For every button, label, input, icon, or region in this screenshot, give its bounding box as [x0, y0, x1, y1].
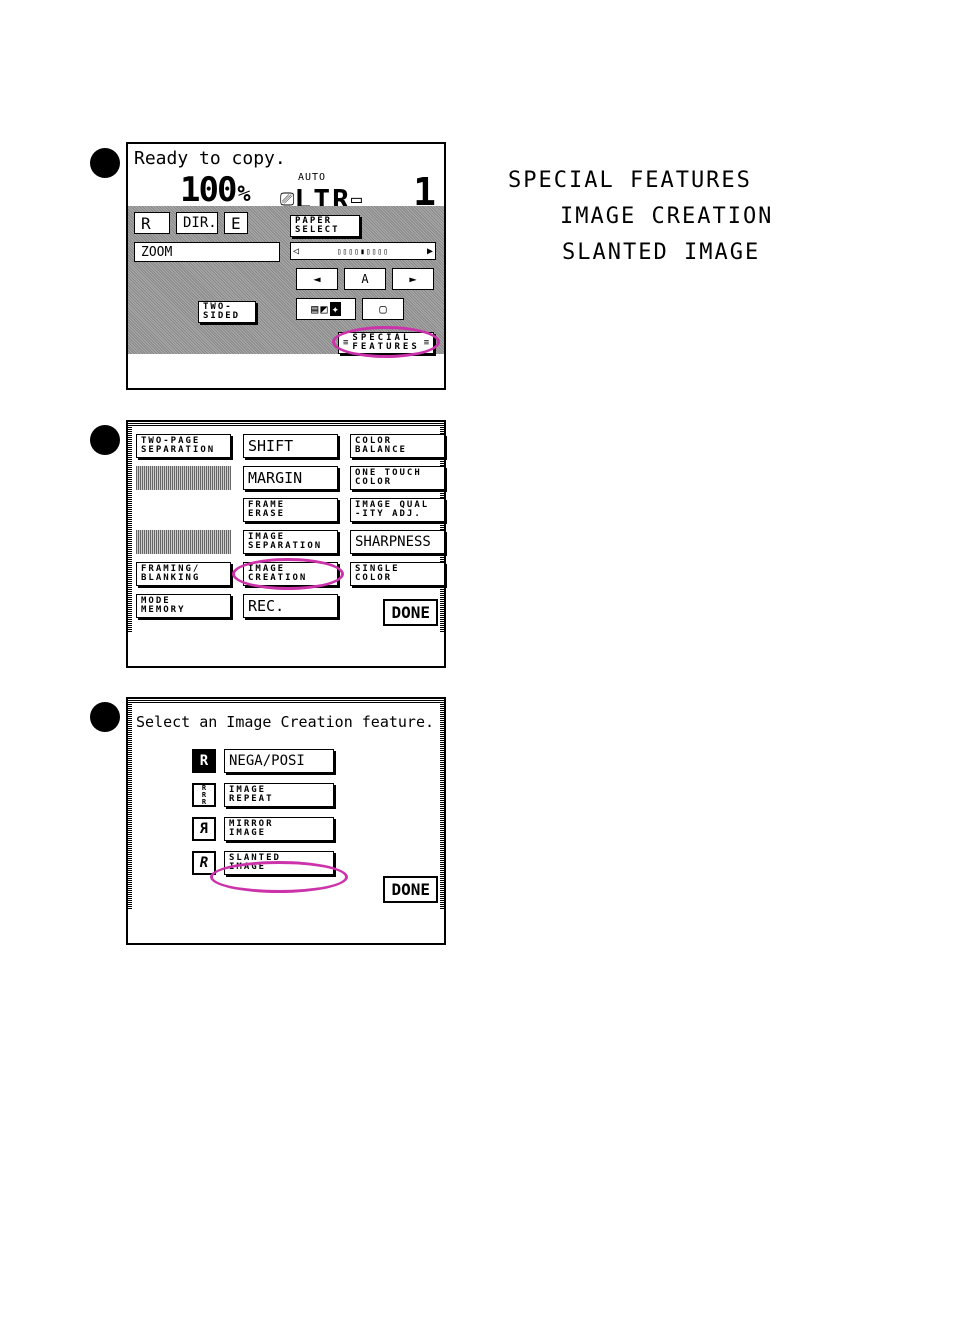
two-sided-l2: SIDED	[203, 312, 240, 321]
nega-posi-button[interactable]: NEGA/POSI	[224, 749, 334, 773]
iq-l2: -ITY ADJ.	[355, 510, 444, 519]
mi-l2: IMAGE	[229, 829, 333, 838]
feature-list: R NEGA/POSI RRR IMAGE REPEAT R MIRROR IM…	[192, 749, 334, 885]
empty-cell-1	[136, 466, 231, 490]
image-quality-adj-button[interactable]: IMAGE QUAL -ITY ADJ.	[350, 498, 445, 522]
empty-cell-2	[136, 530, 231, 554]
nega-posi-icon: R	[192, 749, 216, 773]
mm-l2: MEMORY	[141, 606, 230, 615]
lighter-button[interactable]: ◄	[296, 268, 338, 290]
done-button-panel3[interactable]: DONE	[383, 876, 438, 903]
two-page-separation-button[interactable]: TWO-PAGE SEPARATION	[136, 434, 231, 458]
sf-right-icon: ≡	[424, 338, 429, 348]
panel-ready-to-copy: Ready to copy. 100 % AUTO ⎚ LTR ▭ 1 R DI…	[126, 142, 446, 390]
bullet-1	[90, 148, 120, 178]
sf-l2: FEATURES	[352, 343, 419, 352]
heading-image-creation: IMAGE CREATION	[560, 204, 773, 229]
paper-select-button[interactable]: PAPER SELECT	[290, 215, 360, 237]
heading-special-features: SPECIAL FEATURES	[508, 168, 752, 193]
darker-button[interactable]: ►	[392, 268, 434, 290]
special-features-button[interactable]: ≡ SPECIAL FEATURES ≡	[338, 332, 434, 354]
image-separation-button[interactable]: IMAGE SEPARATION	[243, 530, 338, 554]
image-repeat-icon: RRR	[192, 783, 216, 807]
two-sided-button[interactable]: TWO- SIDED	[198, 301, 256, 323]
blank-mode-button[interactable]: ▢	[362, 298, 404, 320]
ir-l2: REPEAT	[229, 795, 333, 804]
bullet-2	[90, 425, 120, 455]
bullet-3	[90, 702, 120, 732]
slider-left-icon: ◁	[293, 246, 299, 257]
auto-label: AUTO	[298, 172, 362, 183]
image-creation-button[interactable]: IMAGE CREATION	[243, 562, 338, 586]
status-text: Ready to copy.	[134, 148, 286, 169]
image-repeat-button[interactable]: IMAGE REPEAT	[224, 783, 334, 807]
color-balance-button[interactable]: COLOR BALANCE	[350, 434, 445, 458]
rec-button[interactable]: REC.	[243, 594, 338, 618]
zoom-percent-suffix: %	[237, 182, 250, 207]
density-slider[interactable]: ◁ ▯▯▯▯▮▯▯▯▯ ▶	[290, 242, 436, 260]
tps-l2: SEPARATION	[141, 446, 230, 455]
framing-blanking-button[interactable]: FRAMING/ BLANKING	[136, 562, 231, 586]
si-l2: IMAGE	[229, 863, 333, 872]
sf-left-icon: ≡	[343, 338, 348, 348]
slider-right-icon: ▶	[427, 246, 433, 257]
heading-slanted-image: SLANTED IMAGE	[562, 240, 760, 265]
single-color-button[interactable]: SINGLE COLOR	[350, 562, 445, 586]
paper-select-l2: SELECT	[295, 226, 340, 235]
text-icon: ▤	[311, 302, 318, 316]
ic-l2: CREATION	[248, 574, 337, 583]
shift-button[interactable]: SHIFT	[243, 434, 338, 458]
e-button[interactable]: E	[224, 212, 248, 234]
slanted-image-button[interactable]: SLANTED IMAGE	[224, 851, 334, 875]
is-l2: SEPARATION	[248, 542, 337, 551]
mirror-image-icon: R	[192, 817, 216, 841]
auto-density-button[interactable]: A	[344, 268, 386, 290]
slider-track: ▯▯▯▯▮▯▯▯▯	[337, 247, 389, 256]
panel-special-features-menu: TWO-PAGE SEPARATION SHIFT COLOR BALANCE …	[126, 420, 446, 668]
zoom-percent: 100	[180, 170, 235, 210]
fe-l2: ERASE	[248, 510, 337, 519]
sc-l2: COLOR	[355, 574, 444, 583]
cb-l2: BALANCE	[355, 446, 444, 455]
zoom-button[interactable]: ZOOM	[134, 242, 280, 262]
slanted-image-icon: R	[192, 851, 216, 875]
otc-l2: COLOR	[355, 478, 444, 487]
dir-button[interactable]: DIR.	[176, 212, 218, 234]
frame-erase-button[interactable]: FRAME ERASE	[243, 498, 338, 522]
mirror-image-button[interactable]: MIRROR IMAGE	[224, 817, 334, 841]
sharpness-button[interactable]: SHARPNESS	[350, 530, 445, 554]
r-button[interactable]: R	[134, 212, 170, 234]
done-button-panel2[interactable]: DONE	[383, 599, 438, 626]
empty-blank-1	[136, 498, 231, 522]
mode-memory-button[interactable]: MODE MEMORY	[136, 594, 231, 618]
panel3-title: Select an Image Creation feature.	[136, 713, 434, 731]
photo-icon: ◩	[320, 302, 327, 316]
margin-button[interactable]: MARGIN	[243, 466, 338, 490]
blank-icon: ▢	[379, 302, 386, 316]
fb-l2: BLANKING	[141, 574, 230, 583]
original-type-button[interactable]: ▤ ◩ ✦	[296, 298, 356, 320]
panel-image-creation-menu: Select an Image Creation feature. R NEGA…	[126, 697, 446, 945]
map-icon: ✦	[330, 302, 341, 316]
one-touch-color-button[interactable]: ONE TOUCH COLOR	[350, 466, 445, 490]
